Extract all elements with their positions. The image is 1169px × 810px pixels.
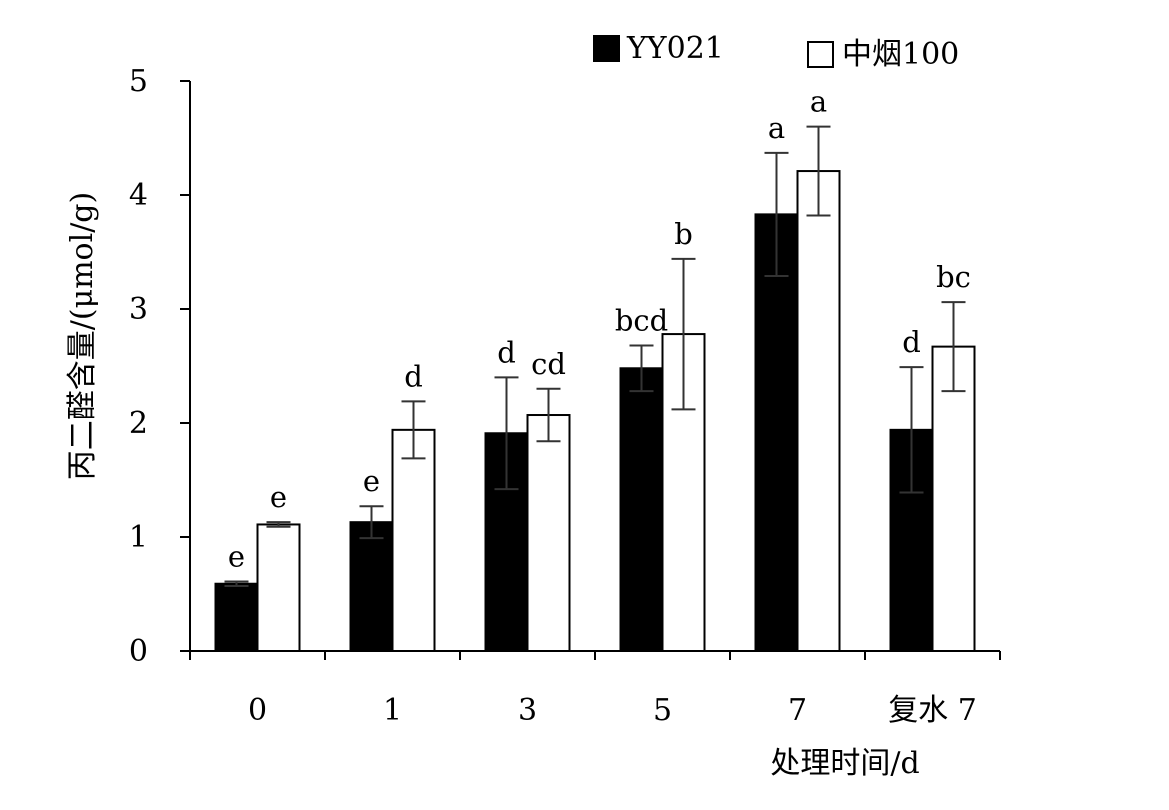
y-tick-label: 3 [129,292,148,327]
bar-series-0-cat-4 [754,213,799,652]
x-axis: 0 1 3 5 7 复水 7 [189,650,1001,728]
sig-label: b [674,217,693,251]
x-tick-label: 7 [788,693,807,728]
sig-label: d [404,359,423,393]
y-tick-label: 5 [129,64,148,99]
bar-series-0-cat-1 [349,521,394,652]
sig-label: e [228,539,245,573]
sig-label: a [768,111,785,145]
sig-label: e [363,464,380,498]
sig-label: cd [531,347,566,381]
y-tick-label: 2 [129,406,148,441]
bar-series-1-cat-2 [526,414,571,652]
x-tick-label: 5 [653,693,672,728]
legend-label-zhongyan100: 中烟100 [842,37,959,72]
legend-swatch-zhongyan100 [807,41,834,68]
x-axis-title: 处理时间/d [770,746,919,781]
sig-label: e [270,480,287,514]
sig-label: a [810,85,827,119]
bar-series-0-cat-3 [619,367,664,652]
y-tick-label: 0 [129,634,148,669]
x-tick-label: 0 [248,693,267,728]
bars [214,170,976,653]
y-axis-title: 丙二醛含量/(μmol/g) [65,192,100,480]
legend: YY021 中烟100 [593,31,959,72]
bar-series-1-cat-0 [256,523,301,653]
x-tick-label: 3 [518,693,537,728]
y-tick-label: 4 [129,178,148,213]
sig-label: d [497,335,516,369]
y-axis: 0 1 2 3 4 5 [129,64,191,669]
bar-series-1-cat-4 [796,170,841,652]
legend-label-yy021: YY021 [626,31,724,66]
legend-swatch-yy021 [593,35,620,62]
bar-series-0-cat-0 [214,582,259,652]
sig-label: bcd [615,303,668,337]
y-tick-label: 1 [129,520,148,555]
sig-label: d [902,325,921,359]
bar-series-1-cat-5 [931,345,976,652]
x-tick-label: 复水 7 [888,693,977,728]
error-bars [224,125,966,588]
sig-label: bc [936,260,971,294]
x-tick-label: 1 [383,693,402,728]
bar-series-1-cat-1 [391,428,436,652]
